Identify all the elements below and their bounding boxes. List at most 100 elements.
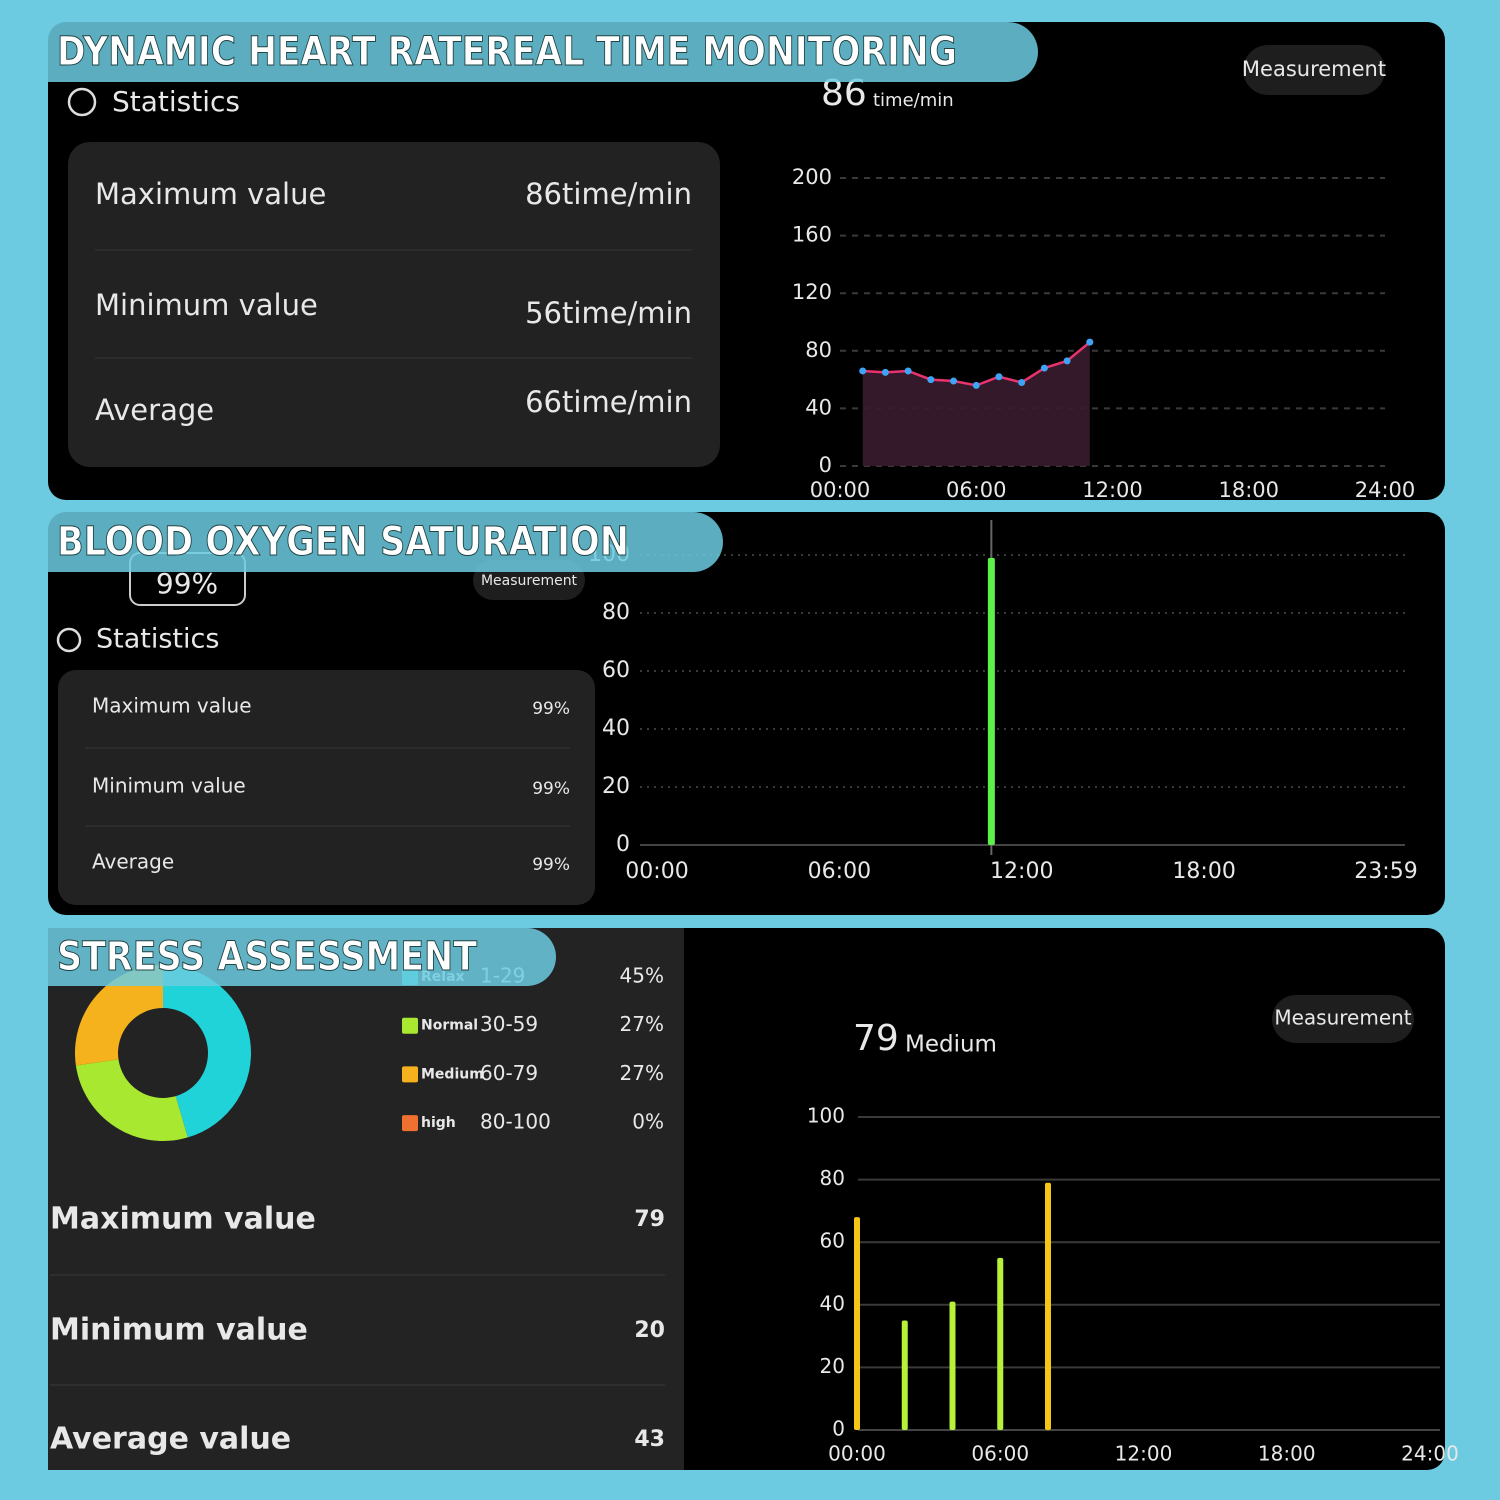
panel-title: DYNAMIC HEART RATEREAL TIME MONITORING <box>57 29 957 75</box>
y-tick-label: 60 <box>602 658 630 683</box>
point <box>972 381 980 389</box>
stat-value: 99% <box>532 855 570 875</box>
point <box>859 367 867 375</box>
legend-label: Normal <box>421 1018 478 1034</box>
point <box>927 376 935 384</box>
measure-button[interactable] <box>1243 45 1385 95</box>
reading: 79 <box>853 1018 899 1059</box>
bar <box>997 1257 1004 1430</box>
stat-label: Maximum value <box>95 177 326 211</box>
stat-label: Average <box>92 850 174 874</box>
point <box>1086 338 1094 346</box>
stat-value: 79 <box>634 1207 665 1232</box>
stats-area <box>48 928 684 1470</box>
reading-unit: time/min <box>873 90 954 111</box>
point <box>1018 378 1026 386</box>
bar <box>901 1320 908 1430</box>
x-tick-label: 12:00 <box>990 859 1053 884</box>
y-tick-label: 80 <box>805 338 832 362</box>
legend-swatch <box>402 1017 418 1034</box>
point <box>881 368 889 376</box>
title-badge <box>48 512 723 572</box>
point <box>1040 364 1048 372</box>
stat-label: Minimum value <box>50 1313 308 1348</box>
x-tick-label: 06:00 <box>971 1442 1029 1466</box>
title-badge <box>48 928 556 986</box>
y-tick-label: 40 <box>805 395 832 419</box>
x-tick-label: 24:00 <box>1355 478 1416 502</box>
value-label: 45% <box>620 964 664 988</box>
stat-value: 66time/min <box>525 385 692 419</box>
x-tick-label: 24:00 <box>1401 1442 1459 1466</box>
area <box>862 342 1090 466</box>
bar <box>949 1301 956 1430</box>
stats-heading: Statistics <box>112 85 240 118</box>
point <box>1063 357 1071 365</box>
measure-label: Measurement <box>481 573 578 589</box>
stat-label: Maximum value <box>92 694 252 718</box>
legend-swatch <box>402 1066 418 1083</box>
y-tick-label: 0 <box>819 453 832 477</box>
pie-slice <box>163 965 252 1138</box>
legend-label: high <box>421 1115 456 1131</box>
y-tick-label: 80 <box>602 600 630 625</box>
stat-value: 20 <box>634 1318 665 1343</box>
x-tick-label: 00:00 <box>625 859 688 884</box>
stat-label: Average value <box>50 1422 291 1457</box>
reading-level: Medium <box>905 1032 997 1058</box>
y-tick-label: 40 <box>602 716 630 741</box>
x-tick-label: 00:00 <box>828 1442 886 1466</box>
panel-title: STRESS ASSESSMENT <box>57 934 478 980</box>
stats-box <box>58 670 595 905</box>
stats-box <box>68 142 720 467</box>
y-tick-label: 60 <box>820 1229 845 1253</box>
pie-slice <box>75 1059 188 1141</box>
bar <box>1045 1182 1051 1430</box>
x-tick-label: 12:00 <box>1082 478 1143 502</box>
y-tick-label: 200 <box>792 165 832 189</box>
x-tick-label: 00:00 <box>810 478 871 502</box>
bar <box>987 557 995 845</box>
measure-button[interactable] <box>1272 995 1414 1043</box>
y-tick-label: 20 <box>820 1354 845 1378</box>
stat-label: Maximum value <box>50 1202 316 1237</box>
y-tick-label: 120 <box>792 280 832 304</box>
point <box>995 373 1003 381</box>
x-tick-label: 18:00 <box>1258 1442 1316 1466</box>
reading: 99% <box>156 567 218 600</box>
stats-icon <box>56 627 82 653</box>
x-tick-label: 12:00 <box>1115 1442 1173 1466</box>
x-tick-label: 18:00 <box>1218 478 1279 502</box>
y-tick-label: 20 <box>602 774 630 799</box>
value-label: 27% <box>620 1061 664 1085</box>
stat-value: 56time/min <box>525 296 692 330</box>
stat-label: Minimum value <box>92 774 246 798</box>
measure-label: Measurement <box>1242 57 1386 81</box>
stat-label: Average <box>95 393 214 427</box>
stat-value: 43 <box>634 1427 665 1452</box>
legend-range: 80-100 <box>480 1110 551 1134</box>
point <box>950 377 958 385</box>
legend-range: 30-59 <box>480 1012 538 1036</box>
legend-range: 60-79 <box>480 1061 538 1085</box>
point <box>904 367 912 375</box>
stats-icon <box>67 87 97 117</box>
legend-swatch <box>402 1115 418 1132</box>
value-label: 0% <box>632 1110 664 1134</box>
y-tick-label: 40 <box>820 1291 845 1315</box>
y-tick-label: 0 <box>832 1417 845 1441</box>
measure-label: Measurement <box>1274 1006 1411 1030</box>
value-label: 27% <box>620 1012 664 1036</box>
x-tick-label: 06:00 <box>808 859 871 884</box>
stat-value: 99% <box>532 779 570 799</box>
y-tick-label: 0 <box>616 832 630 857</box>
x-tick-label: 18:00 <box>1172 859 1235 884</box>
y-tick-label: 100 <box>807 1104 845 1128</box>
stats-heading: Statistics <box>96 624 219 655</box>
x-tick-label: 06:00 <box>946 478 1007 502</box>
panel-title: BLOOD OXYGEN SATURATION <box>57 519 629 565</box>
y-tick-label: 160 <box>792 223 832 247</box>
bar <box>854 1217 860 1430</box>
stat-value: 86time/min <box>525 177 692 211</box>
